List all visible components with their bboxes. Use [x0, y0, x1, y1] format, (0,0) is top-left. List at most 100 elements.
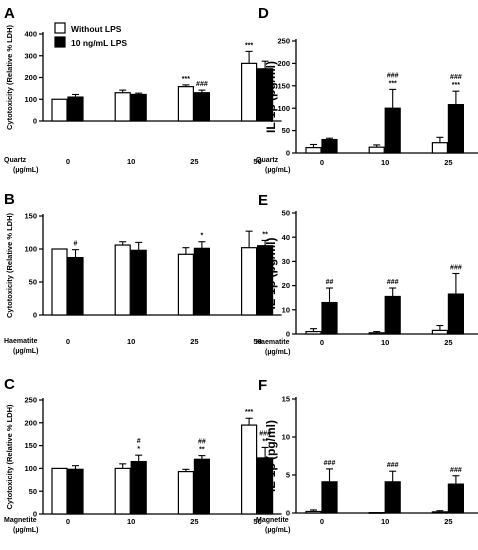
- significance-mark: ***: [182, 76, 190, 83]
- y-tick-label: 50: [282, 126, 290, 135]
- significance-mark: #: [137, 438, 141, 445]
- panel-letter: F: [258, 377, 267, 394]
- y-tick-label: 0: [33, 510, 37, 519]
- y-tick-label: 40: [282, 233, 290, 242]
- significance-mark: ***: [245, 409, 253, 416]
- compound-label: Magnetite: [4, 517, 37, 524]
- bar: [431, 329, 448, 335]
- category-label: 10: [127, 517, 135, 526]
- significance-mark: **: [199, 447, 205, 454]
- bar: [368, 146, 385, 154]
- significance-mark: ***: [389, 80, 397, 87]
- compound-label: Magnetite: [256, 517, 289, 524]
- significance-mark: ###: [450, 74, 462, 81]
- legend-swatch: [54, 22, 66, 34]
- y-axis-label: IL-1β (pg/ml): [264, 238, 278, 310]
- significance-mark: ###: [196, 81, 208, 88]
- bar: [193, 458, 210, 515]
- bar: [67, 468, 84, 515]
- y-axis-label: IL-1β (pg/ml): [264, 61, 278, 133]
- unit-label: (µg/mL): [265, 349, 290, 356]
- category-label: 0: [66, 337, 70, 346]
- category-label: 10: [381, 338, 389, 347]
- y-tick-label: 0: [286, 330, 290, 339]
- bar: [130, 249, 147, 316]
- bar: [67, 256, 84, 316]
- bar: [241, 247, 258, 316]
- y-tick-label: 0: [286, 149, 290, 158]
- y-tick-label: 10: [282, 433, 290, 442]
- category-label: 25: [190, 337, 198, 346]
- y-tick-label: 30: [282, 257, 290, 266]
- significance-mark: *: [201, 233, 204, 240]
- category-label: 0: [66, 157, 70, 166]
- compound-label: Quartz: [4, 157, 27, 164]
- bar: [384, 295, 401, 335]
- bar: [305, 330, 322, 335]
- unit-label: (µg/mL): [13, 527, 38, 534]
- significance-mark: ###: [387, 462, 399, 469]
- panel-f: FIL-1β (pg/ml)0510150102550#########***#…: [256, 377, 478, 534]
- panel-letter: E: [258, 192, 268, 209]
- panel-letter: C: [4, 376, 15, 393]
- bar: [447, 483, 464, 514]
- significance-mark: ***: [245, 42, 253, 49]
- category-label: 25: [444, 338, 452, 347]
- bar: [130, 460, 147, 515]
- y-tick-label: 0: [33, 311, 37, 320]
- category-label: 0: [320, 517, 324, 526]
- significance-mark: **: [262, 231, 268, 238]
- bar: [130, 93, 147, 122]
- bar: [114, 467, 131, 515]
- y-tick-label: 50: [29, 278, 37, 287]
- bar: [241, 62, 258, 122]
- y-tick-label: 20: [282, 281, 290, 290]
- significance-mark: ##: [198, 439, 206, 446]
- category-label: 25: [190, 517, 198, 526]
- significance-mark: #: [74, 241, 78, 248]
- bar: [114, 92, 131, 122]
- category-label: 25: [444, 517, 452, 526]
- y-tick-label: 200: [24, 418, 37, 427]
- bar: [177, 253, 194, 316]
- bar: [431, 142, 448, 154]
- bar: [321, 138, 338, 154]
- bar: [321, 481, 338, 514]
- category-label: 0: [66, 517, 70, 526]
- bar: [305, 147, 322, 154]
- unit-label: (µg/mL): [13, 167, 38, 174]
- bar: [447, 293, 464, 335]
- legend-swatch: [54, 36, 66, 48]
- y-axis-label: Cytotoxicity (Relative % LDH): [5, 212, 14, 318]
- unit-label: (µg/mL): [265, 167, 290, 174]
- category-label: 0: [320, 158, 324, 167]
- bar: [114, 244, 131, 316]
- significance-mark: ###: [450, 467, 462, 474]
- y-tick-label: 5: [286, 471, 290, 480]
- compound-label: Haematite: [4, 338, 38, 345]
- bar: [368, 512, 385, 514]
- panel-e: EIL-1β (pg/ml)010203040500102550########…: [256, 192, 478, 356]
- y-tick-label: 250: [24, 396, 37, 405]
- category-label: 50: [253, 337, 261, 346]
- y-tick-label: 400: [24, 30, 37, 39]
- significance-mark: *: [137, 446, 140, 453]
- y-tick-label: 150: [24, 212, 37, 221]
- bar: [321, 301, 338, 335]
- y-tick-label: 100: [277, 104, 290, 113]
- category-label: 10: [381, 517, 389, 526]
- bar: [51, 98, 68, 122]
- y-tick-label: 0: [33, 117, 37, 126]
- bar: [384, 481, 401, 514]
- bar: [384, 107, 401, 154]
- significance-mark: ###: [387, 72, 399, 79]
- legend-label: 10 ng/mL LPS: [71, 38, 127, 48]
- y-tick-label: 200: [24, 73, 37, 82]
- panel-letter: D: [258, 5, 269, 22]
- significance-mark: ##: [326, 279, 334, 286]
- panel-letter: A: [4, 5, 15, 22]
- y-tick-label: 10: [282, 305, 290, 314]
- legend-label: Without LPS: [71, 24, 122, 34]
